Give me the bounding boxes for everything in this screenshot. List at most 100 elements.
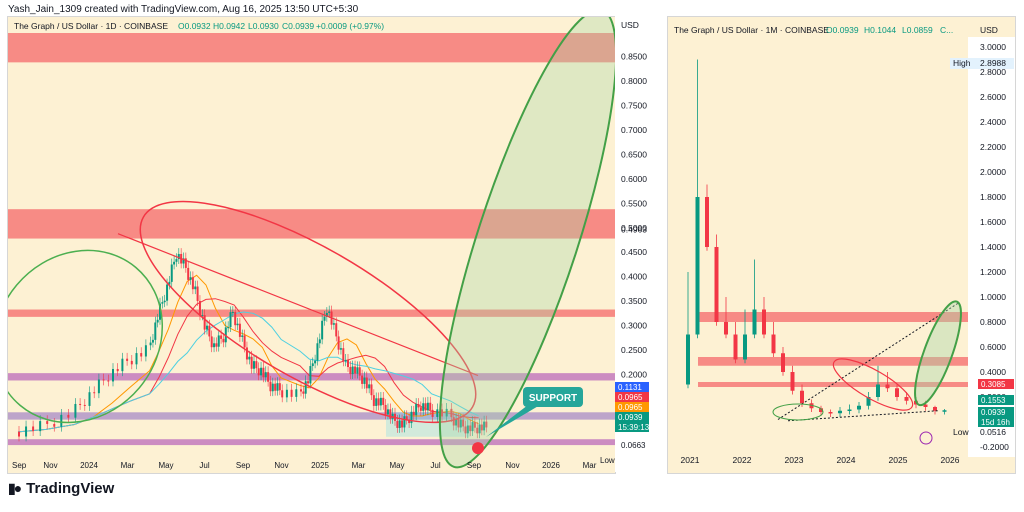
x-tick-label: Mar	[121, 461, 135, 470]
candle-body	[332, 323, 335, 325]
left-axis-svg: USD 0.8500 0.8000 0.7500 0.7000 0.6500 0.6000 0…	[585, 20, 650, 450]
x-tick-label: Jul	[430, 461, 440, 470]
low-marker-value: 0.0663	[621, 441, 646, 450]
month-candle-body	[819, 408, 823, 412]
zone-band-0	[8, 33, 615, 63]
candle-body	[339, 348, 342, 350]
candle-body	[154, 322, 157, 340]
ma-line-orange	[17, 274, 479, 433]
candle-body	[452, 417, 455, 426]
y-tick-label: 0.2500	[621, 345, 647, 355]
left-chart-svg[interactable]: SUPPORT Low The Graph / US Dollar · 1D · C…	[8, 17, 615, 473]
candle-body	[408, 419, 411, 424]
candle-body	[187, 267, 190, 280]
candle-body	[323, 316, 326, 321]
x-tick-label: Sep	[467, 461, 482, 470]
candle-body	[300, 389, 302, 392]
month-candle-body	[790, 372, 795, 391]
candle-body	[210, 336, 213, 348]
candle-body	[46, 421, 49, 424]
candle-body	[184, 258, 187, 268]
candle-body	[311, 363, 314, 367]
candle-body	[215, 343, 218, 347]
y-tick-label-right: 2.6000	[980, 92, 1006, 102]
chart-title: The Graph / US Dollar · 1D · COINBASE	[14, 21, 168, 31]
price-label-value: 0.0965	[618, 393, 643, 402]
y-tick-label: 0.2000	[621, 370, 647, 380]
candle-body	[485, 421, 488, 428]
support-trendline	[787, 410, 939, 422]
candle-body	[328, 311, 331, 313]
candle-body	[39, 421, 42, 432]
y-tick-label: 0.6000	[621, 174, 647, 184]
y-tick-label-right: 2.8000	[980, 67, 1006, 77]
candle-body	[191, 277, 194, 290]
low-marker-label: Low	[600, 456, 615, 465]
month-candle-body	[762, 309, 766, 335]
candle-body	[403, 416, 406, 428]
price-label-value: 0.0965	[618, 403, 643, 412]
x-tick-label: May	[158, 461, 173, 470]
candle-body	[368, 384, 371, 389]
y-tick-label: 0.3000	[621, 321, 647, 331]
candle-body	[67, 414, 70, 418]
candle-body	[220, 335, 223, 339]
x-tick-label: 2024	[80, 461, 98, 470]
candle-body	[469, 425, 472, 432]
y-tick-label-right: 0.4000	[980, 367, 1006, 377]
price-label-value: 15:39:13	[618, 423, 650, 432]
price-label-value: 0.0939	[618, 413, 643, 422]
candle-body	[361, 375, 364, 384]
ma-line-teal	[17, 311, 479, 433]
price-label-bg-right	[978, 379, 1014, 389]
price-label-value-right: 0.3085	[981, 380, 1006, 389]
left-chart-panel[interactable]: SUPPORT Low The Graph / US Dollar · 1D · C…	[7, 16, 616, 474]
x-tick-label: Nov	[505, 461, 519, 470]
candle-body	[347, 359, 349, 368]
y-tick-label-right: 0.8000	[980, 317, 1006, 327]
candle-body	[483, 421, 486, 431]
zone-band-2	[8, 309, 615, 317]
x-tick-label-right: 2026	[941, 455, 960, 465]
price-label-value-right: 15d 16h	[981, 418, 1010, 427]
candle-body	[217, 335, 220, 347]
target-ellipse-right	[914, 300, 962, 407]
candle-body	[424, 403, 427, 411]
tradingview-logo[interactable]: ▮● TradingView	[8, 480, 114, 497]
month-candle-body	[781, 353, 785, 372]
candle-body	[25, 426, 28, 437]
event-flag-icon	[472, 442, 484, 455]
y-tick-label: 0.7500	[621, 100, 647, 110]
candle-body	[236, 323, 239, 326]
candle-body	[281, 390, 284, 398]
y-tick-label: 0.8000	[621, 76, 647, 86]
right-chart-svg[interactable]: The Graph / US Dollar · 1M · COINBASEO0.…	[668, 17, 1015, 473]
candle-body	[356, 367, 359, 374]
price-label-value-right: 0.1553	[981, 396, 1006, 405]
candle-body	[231, 311, 234, 313]
candle-body	[229, 312, 232, 328]
candle-body	[278, 383, 281, 391]
candle-body	[410, 411, 413, 424]
candle-body	[257, 368, 260, 376]
y-tick-label: 0.5500	[621, 198, 647, 208]
candle-body	[349, 367, 352, 375]
month-candle-body	[904, 397, 909, 401]
right-chart-panel[interactable]: The Graph / US Dollar · 1M · COINBASE O0.…	[667, 16, 1016, 474]
y-tick-label: 0.4000	[621, 272, 647, 282]
candle-body	[269, 381, 272, 392]
candle-body	[436, 409, 439, 417]
month-candle-body	[705, 197, 709, 247]
distribution-ellipse	[139, 200, 477, 424]
zone-band-1	[8, 209, 615, 239]
y-tick-label-right: 1.6000	[980, 217, 1006, 227]
candle-body	[412, 411, 415, 416]
ohlc-open-right: O0.0939	[826, 25, 859, 35]
candle-body	[335, 323, 338, 337]
candle-body	[295, 389, 298, 397]
left-price-axis[interactable]: USD 0.8500 0.8000 0.7500 0.7000 0.6500 0.6000 0…	[585, 16, 665, 472]
candle-body	[396, 420, 399, 428]
x-tick-label: Mar	[583, 461, 597, 470]
month-candle-body	[724, 322, 728, 335]
ohlc-close-right: C...	[940, 25, 953, 35]
